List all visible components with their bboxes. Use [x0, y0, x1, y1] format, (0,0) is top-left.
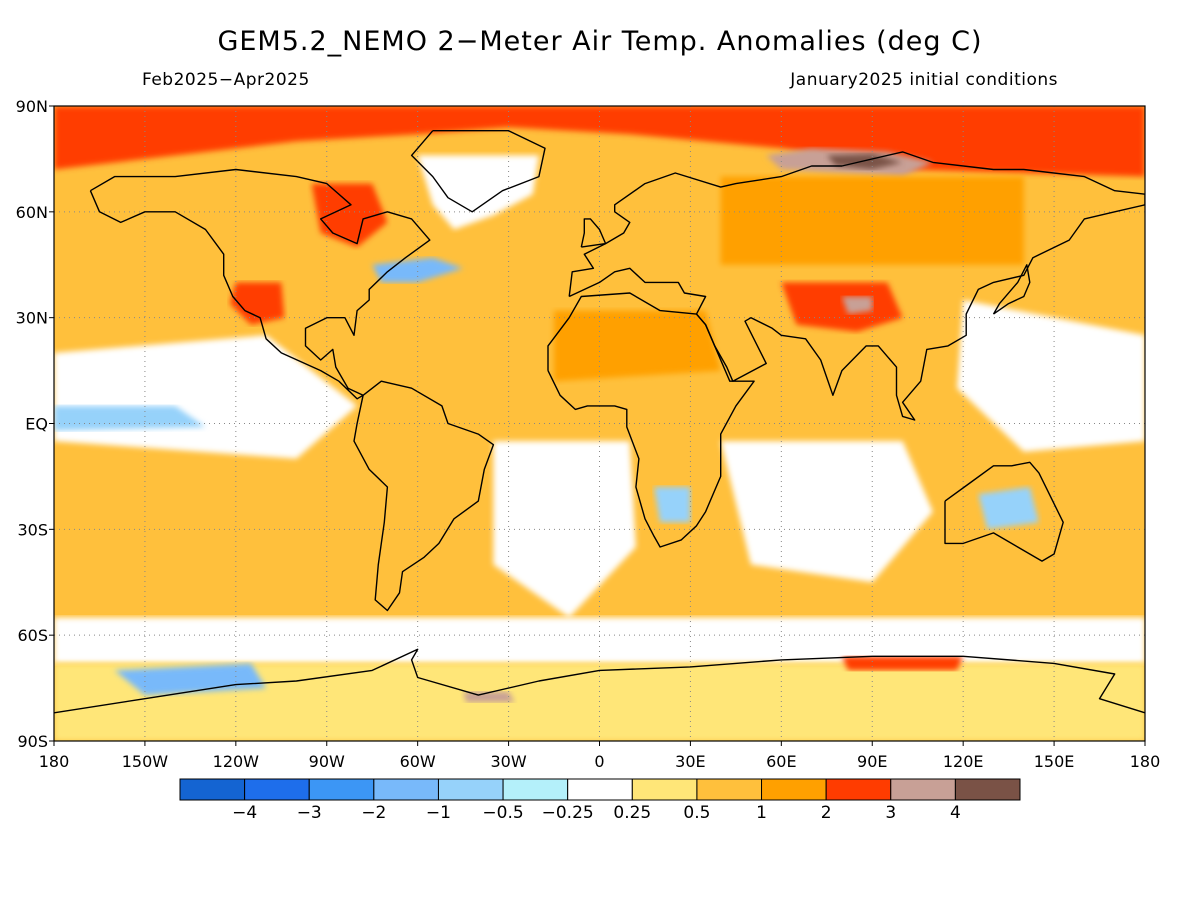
coastline [547, 292, 755, 548]
colorbar: −4 −3 −2 −1 −0.5 −0.25 0.25 0.5 1 2 3 4 [179, 778, 1021, 823]
colorbar-label: −4 [232, 803, 257, 823]
lon-tick-label: 90W [309, 752, 345, 771]
coastline [944, 461, 1064, 562]
colorbar-swatch [954, 778, 1021, 801]
lon-tick-label: 30W [490, 752, 526, 771]
colorbar-swatch [308, 778, 375, 801]
colorbar-swatch [825, 778, 892, 801]
lon-tick-label: 60W [400, 752, 436, 771]
region-eq-pacific-cool [54, 405, 206, 431]
coastlines [54, 129, 1145, 714]
initial-conditions-label: January2025 initial conditions [790, 70, 1058, 90]
coastline [54, 648, 1145, 714]
coastline [89, 168, 431, 400]
colorbar-swatch [244, 778, 310, 801]
region-tibet-strong [781, 282, 903, 332]
colorbar-swatch [696, 778, 763, 801]
lon-tick-label: 120E [943, 752, 984, 771]
lon-tick-label: 60E [766, 752, 796, 771]
coastline [580, 218, 607, 248]
region-n-atlantic-cold [372, 257, 464, 283]
region-australia-cool [978, 487, 1039, 530]
lon-tick-label: 180 [39, 752, 70, 771]
lon-tick-label: 90E [857, 752, 887, 771]
lat-tick-label: 90S [17, 732, 48, 751]
region-w-pacific-neutral [957, 300, 1145, 452]
colorbar-swatch [761, 778, 827, 801]
colorbar-label: 0.25 [613, 803, 651, 823]
region-ross-cold [114, 663, 267, 696]
colorbar-swatch [890, 778, 956, 801]
forecast-period: Feb2025−Apr2025 [142, 70, 310, 90]
region-w-us-strong [229, 282, 285, 325]
region-s-africa-cool [654, 487, 691, 523]
coastline [410, 129, 546, 213]
lon-tick-label: 120W [213, 752, 260, 771]
colorbar-swatch [437, 778, 504, 801]
colorbar-label: −0.25 [542, 803, 594, 823]
coastline [568, 151, 1145, 421]
region-sahara-warm [554, 310, 721, 382]
colorbar-swatch [567, 778, 633, 801]
colorbar-label: −3 [297, 803, 322, 823]
lon-tick-label: 150W [122, 752, 169, 771]
region-tibet-extreme [841, 296, 873, 315]
colorbar-label: 3 [885, 803, 896, 823]
map-title: GEM5.2_NEMO 2−Meter Air Temp. Anomalies … [217, 26, 983, 57]
coastline [353, 380, 495, 612]
lat-tick-label: 30S [17, 520, 48, 539]
coastline [992, 264, 1031, 315]
colorbar-swatch [179, 778, 246, 801]
lat-tick-label: 60S [17, 626, 48, 645]
map-area [54, 106, 1145, 741]
colorbar-label: 1 [756, 803, 767, 823]
colorbar-label: −1 [426, 803, 451, 823]
lat-tick-label: 90N [16, 97, 48, 116]
colorbar-label: 4 [950, 803, 961, 823]
lon-tick-label: 150E [1034, 752, 1075, 771]
region-greenland-neutral [417, 155, 539, 230]
region-indian-neutral [720, 441, 933, 583]
lat-tick-label: 60N [16, 203, 48, 222]
lon-tick-label: 30E [675, 752, 705, 771]
colorbar-label: 0.5 [683, 803, 710, 823]
lon-tick-label: 0 [594, 752, 604, 771]
colorbar-swatch [502, 778, 569, 801]
lat-tick-label: 30N [16, 309, 48, 328]
colorbar-label: −2 [361, 803, 386, 823]
colorbar-swatch [631, 778, 698, 801]
lat-tick-label: EQ [25, 415, 48, 434]
lon-tick-label: 180 [1130, 752, 1161, 771]
region-e-antarctic-strong [841, 656, 964, 671]
colorbar-label: 2 [821, 803, 832, 823]
colorbar-swatch [373, 778, 439, 801]
colorbar-label: −0.5 [482, 803, 523, 823]
region-siberia-warm [720, 176, 1024, 265]
